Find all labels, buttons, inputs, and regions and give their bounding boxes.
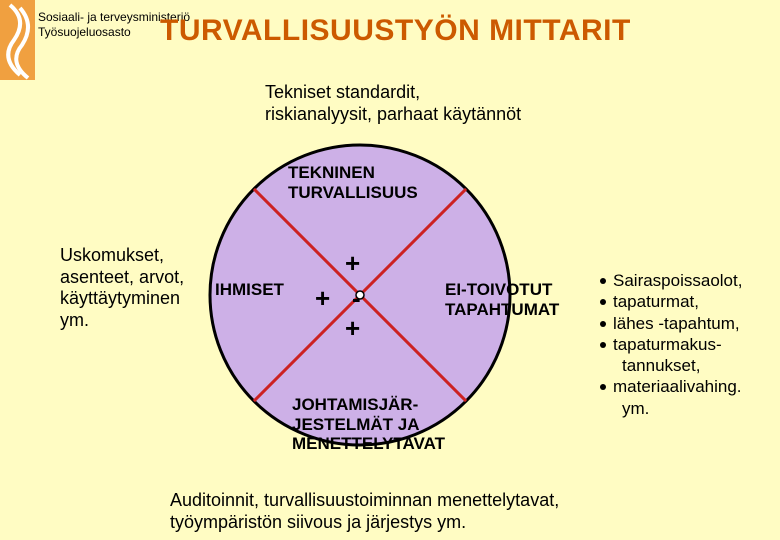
bullet-dot-icon [600, 321, 606, 327]
bullet-continuation: ym. [600, 398, 780, 419]
bullet-item: tapaturmakus- [600, 334, 780, 355]
quadrant-label-right: EI-TOIVOTUT TAPAHTUMAT [445, 280, 605, 319]
bullet-item: materiaalivahing. [600, 376, 780, 397]
annotation-right: Sairaspoissaolot, tapaturmat, lähes -tap… [600, 270, 780, 419]
quadrant-label-top: TEKNINEN TURVALLISUUS [288, 163, 458, 202]
bullet-item: tapaturmat, [600, 291, 780, 312]
bullet-item: Sairaspoissaolot, [600, 270, 780, 291]
annotation-bottom-line2: työympäristön siivous ja järjestys ym. [170, 512, 559, 534]
annotation-top-line2: riskianalyysit, parhaat käytännöt [265, 104, 521, 126]
plus-symbol-top: + [345, 250, 360, 276]
bullet-item: lähes -tapahtum, [600, 313, 780, 334]
bullet-dot-icon [600, 384, 606, 390]
quadrant-label-bottom: JOHTAMISJÄR-JESTELMÄT JA MENETTELYTAVAT [292, 395, 472, 454]
annotation-bottom-line1: Auditoinnit, turvallisuustoiminnan menet… [170, 490, 559, 512]
plus-symbol-bottom: + [345, 315, 360, 341]
annotation-bottom: Auditoinnit, turvallisuustoiminnan menet… [170, 490, 559, 533]
plus-symbol-left: + [315, 285, 330, 311]
quadrant-label-left: IHMISET [215, 280, 284, 300]
minus-symbol-center: - [352, 285, 361, 311]
page-title: TURVALLISUUSTYÖN MITTARIT [160, 14, 631, 48]
annotation-top: Tekniset standardit, riskianalyysit, par… [265, 82, 521, 125]
logo-sidebar [0, 0, 35, 80]
annotation-top-line1: Tekniset standardit, [265, 82, 521, 104]
bullet-dot-icon [600, 342, 606, 348]
bullet-continuation: tannukset, [600, 355, 780, 376]
annotation-left: Uskomukset, asenteet, arvot, käyttäytymi… [60, 245, 210, 331]
